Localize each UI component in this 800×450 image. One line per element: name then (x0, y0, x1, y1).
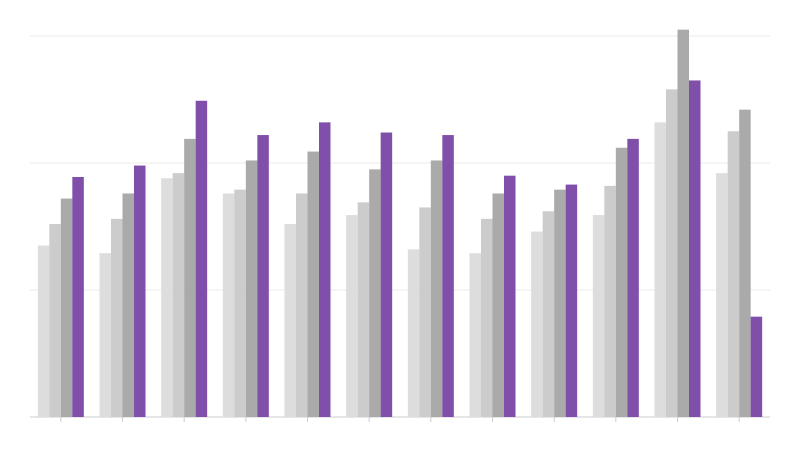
bar (677, 29, 689, 418)
bar (369, 169, 381, 417)
bar (49, 223, 61, 417)
bar (542, 211, 555, 417)
bar (222, 193, 235, 417)
bar (627, 138, 639, 417)
bar (481, 218, 493, 417)
bar (592, 215, 605, 417)
bar (319, 122, 331, 418)
bar (604, 185, 616, 417)
bar (531, 231, 543, 417)
bar (430, 160, 443, 417)
bar (122, 193, 134, 417)
bar (739, 109, 751, 417)
bar (60, 198, 73, 417)
bar (296, 193, 308, 417)
bar (37, 245, 50, 417)
bar (307, 151, 319, 417)
bar (111, 218, 123, 417)
bar (346, 215, 358, 417)
bar (504, 175, 516, 417)
bar (380, 132, 393, 417)
bar (134, 165, 146, 417)
bar (442, 135, 454, 417)
bar (666, 89, 678, 417)
bar (184, 138, 196, 417)
bar (554, 189, 566, 417)
bar (72, 176, 84, 417)
bar (469, 253, 481, 417)
bar (492, 193, 504, 417)
bar (407, 249, 420, 417)
bar (654, 122, 666, 418)
bar (615, 147, 628, 417)
bar (565, 184, 578, 417)
bar (716, 173, 728, 417)
bar (195, 100, 208, 418)
bar (172, 173, 185, 417)
bar (234, 189, 246, 417)
bar (245, 160, 258, 417)
bar (727, 131, 740, 417)
bar (419, 207, 431, 417)
bar (257, 135, 269, 417)
bar (99, 253, 111, 417)
bar (284, 223, 296, 417)
bar (689, 80, 701, 417)
bar (357, 202, 370, 417)
bar (750, 316, 763, 417)
bar (161, 178, 173, 417)
